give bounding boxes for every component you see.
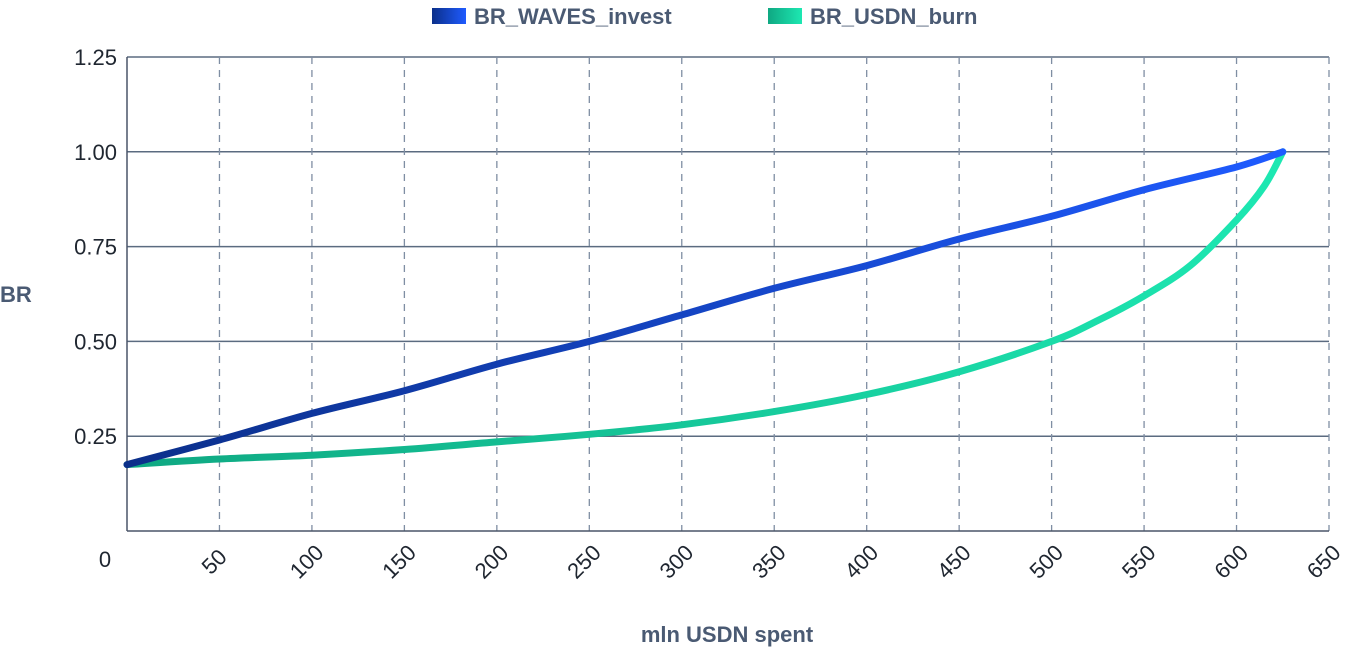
x-tick-label: 100: [285, 540, 329, 584]
y-tick-label: 1.25: [74, 45, 117, 70]
y-tick-label: 0.50: [74, 329, 117, 354]
grid: [127, 56, 1330, 531]
series-line-br-usdn-burn: [123, 148, 1287, 469]
y-tick-label: 1.00: [74, 140, 117, 165]
axes: [126, 57, 1329, 532]
x-tick-label: 450: [932, 540, 976, 584]
tick-labels: 0.25 0.50 0.75 1.00 1.25 50 100 150 200 250 300 350…: [74, 45, 1345, 584]
x-tick-label: 300: [655, 540, 699, 584]
legend: BR_WAVES_invest BR_USDN_burn: [432, 4, 977, 29]
x-tick-label: 350: [747, 540, 791, 584]
x-tick-label: 400: [840, 540, 884, 584]
x-tick-label: 250: [562, 540, 606, 584]
x-axis-label: mln USDN spent: [641, 622, 814, 647]
y-tick-label: 0.75: [74, 235, 117, 260]
x-tick-label: 200: [470, 540, 514, 584]
origin-tick-label: 0: [99, 547, 111, 572]
legend-swatch-br-usdn-burn: [768, 8, 802, 24]
legend-label-br-waves-invest: BR_WAVES_invest: [474, 4, 672, 29]
y-axis-label: BR: [0, 282, 32, 307]
legend-label-br-usdn-burn: BR_USDN_burn: [810, 4, 977, 29]
x-tick-label: 650: [1302, 540, 1346, 584]
x-tick-label: 50: [197, 544, 232, 579]
y-tick-label: 0.25: [74, 424, 117, 449]
legend-swatch-br-waves-invest: [432, 8, 466, 24]
x-tick-label: 150: [377, 540, 421, 584]
series-lines: [123, 148, 1287, 469]
x-tick-label: 600: [1209, 540, 1253, 584]
x-tick-label: 500: [1024, 540, 1068, 584]
x-tick-label: 550: [1117, 540, 1161, 584]
series-line-br-waves-invest: [123, 148, 1287, 469]
